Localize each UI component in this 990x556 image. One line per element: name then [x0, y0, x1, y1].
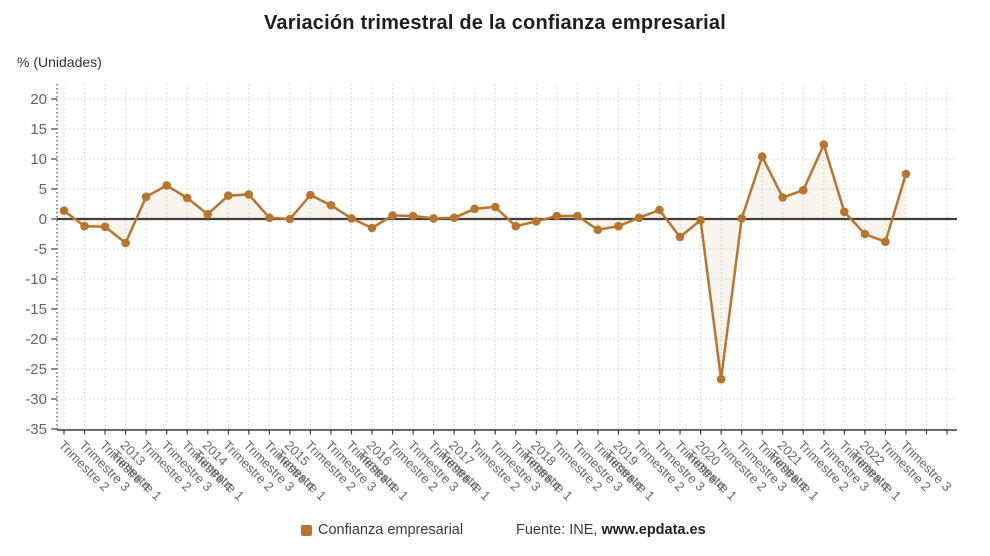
data-point[interactable] [326, 200, 336, 210]
data-point[interactable] [552, 211, 562, 221]
data-point[interactable] [408, 211, 418, 221]
source-link[interactable]: www.epdata.es [601, 522, 706, 538]
data-point[interactable] [593, 225, 603, 235]
data-point[interactable] [881, 237, 890, 247]
area-fill [64, 144, 906, 380]
y-tick-label: 5 [39, 181, 47, 198]
data-point[interactable] [675, 232, 685, 242]
data-point[interactable] [490, 202, 500, 212]
data-point[interactable] [182, 193, 192, 203]
data-point[interactable] [840, 207, 849, 217]
data-point[interactable] [59, 206, 69, 215]
data-point[interactable] [80, 221, 89, 231]
data-point[interactable] [737, 214, 746, 223]
data-point[interactable] [265, 213, 274, 223]
x-gridlines [63, 84, 948, 430]
data-point[interactable] [634, 213, 644, 223]
data-point[interactable] [100, 222, 110, 232]
data-point[interactable] [614, 221, 623, 231]
y-tick-label: -25 [25, 361, 47, 378]
data-point[interactable] [470, 204, 480, 214]
y-tick-label: -30 [25, 391, 47, 408]
legend-swatch [301, 524, 312, 536]
data-point[interactable] [121, 238, 130, 248]
data-points [59, 140, 911, 384]
data-point[interactable] [285, 214, 295, 224]
source-prefix: Fuente: INE, [516, 522, 602, 538]
data-point[interactable] [367, 223, 377, 233]
legend-item[interactable]: Confianza empresarial [301, 522, 463, 538]
source-text: Fuente: INE, www.epdata.es [516, 522, 706, 538]
y-axis [51, 84, 58, 430]
data-point[interactable] [532, 217, 541, 226]
data-point[interactable] [799, 185, 808, 195]
data-point[interactable] [449, 213, 459, 223]
data-point[interactable] [388, 211, 397, 220]
data-point[interactable] [819, 140, 829, 149]
x-axis-labels: Trimestre 2Trimestre 3Trimestre 42013Tri… [56, 438, 955, 504]
x-axis [57, 429, 957, 435]
y-axis-labels: 20 15 10 5 0 -5 -10 -15 -20 -25 -30 -35 [25, 91, 47, 438]
series-line [62, 143, 908, 381]
data-point[interactable] [511, 221, 521, 231]
legend-label: Confianza empresarial [318, 522, 464, 538]
data-point[interactable] [573, 211, 582, 221]
y-tick-label: -10 [25, 271, 47, 288]
data-point[interactable] [696, 215, 705, 225]
y-tick-label: -20 [25, 331, 47, 348]
data-point[interactable] [716, 374, 726, 384]
y-tick-label: 10 [30, 151, 47, 168]
data-point[interactable] [901, 169, 911, 179]
y-tick-label: -5 [34, 241, 47, 258]
data-point[interactable] [224, 191, 233, 200]
y-tick-label: 0 [39, 211, 47, 228]
data-point[interactable] [141, 192, 151, 202]
chart-title: Variación trimestral de la confianza emp… [263, 12, 727, 34]
y-tick-label: -35 [25, 421, 47, 438]
y-tick-label: -15 [25, 301, 47, 318]
chart-footer: Confianza empresarial Fuente: INE, www.e… [0, 520, 990, 550]
data-point[interactable] [655, 205, 664, 215]
data-point[interactable] [203, 209, 212, 219]
y-tick-label: 20 [30, 91, 47, 108]
data-point[interactable] [860, 229, 870, 239]
y-tick-label: 15 [30, 121, 47, 138]
data-point[interactable] [162, 181, 171, 190]
data-point[interactable] [347, 214, 356, 223]
y-axis-title: % (Unidades) [17, 54, 102, 70]
data-point[interactable] [429, 214, 438, 223]
data-point[interactable] [306, 190, 315, 200]
data-point[interactable] [244, 190, 254, 199]
data-point[interactable] [778, 193, 787, 202]
data-point[interactable] [757, 152, 767, 161]
